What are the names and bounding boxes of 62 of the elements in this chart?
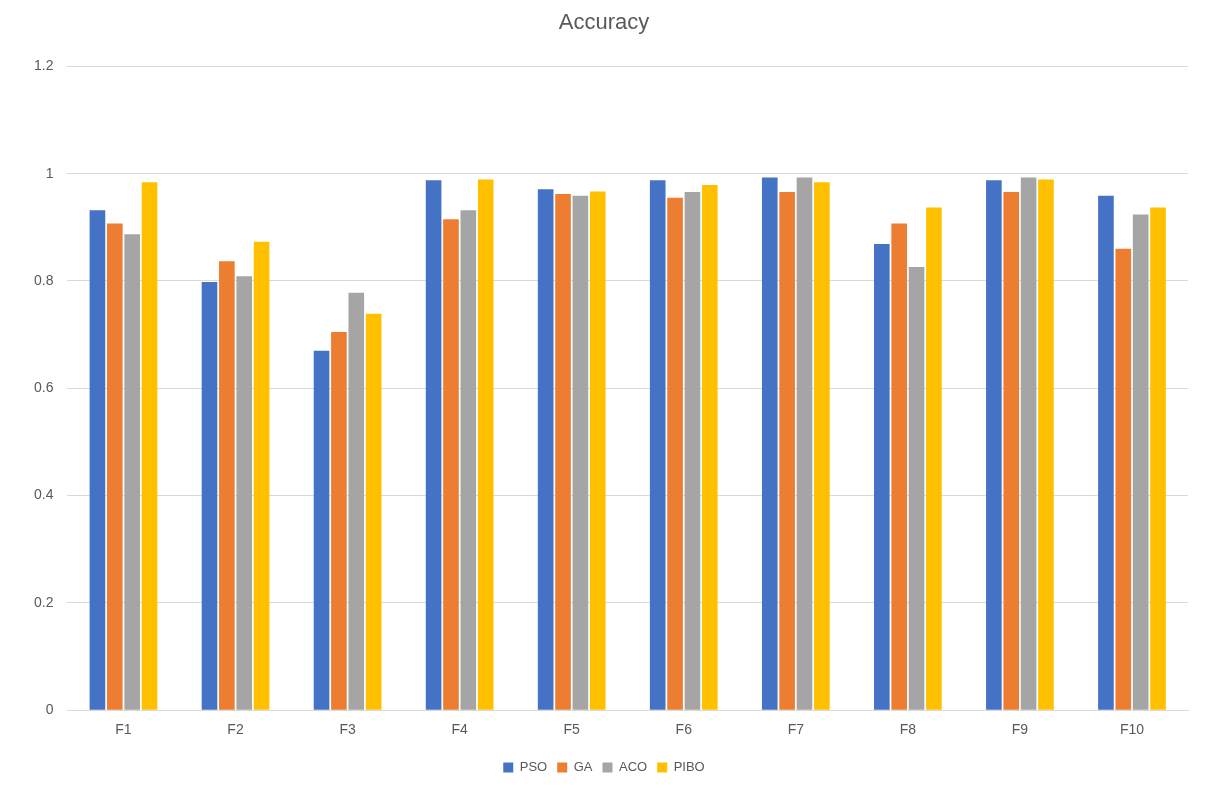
legend-label: GA	[573, 759, 593, 775]
bar	[649, 180, 666, 710]
x-tick-label: F9	[1011, 721, 1029, 738]
bar	[986, 180, 1002, 710]
x-tick-label: F6	[675, 721, 693, 738]
bar	[1150, 207, 1166, 710]
bar	[891, 223, 907, 710]
bar	[460, 210, 477, 710]
bar	[572, 195, 589, 710]
x-tick-label: F5	[563, 721, 581, 738]
bar	[761, 177, 778, 710]
bar	[348, 292, 365, 710]
chart-title: Accuracy	[558, 9, 650, 35]
bar	[365, 313, 382, 710]
bar	[236, 276, 253, 710]
bar	[926, 207, 942, 710]
bar	[201, 282, 218, 710]
bar	[814, 182, 830, 710]
bar	[331, 331, 347, 710]
bar	[667, 197, 683, 710]
bar	[589, 191, 606, 710]
bar	[477, 179, 494, 710]
bar	[313, 350, 330, 710]
y-tick-label: 0.4	[33, 486, 54, 503]
bar	[555, 194, 571, 710]
x-tick-label: F3	[339, 721, 356, 738]
bar	[443, 219, 459, 710]
x-tick-label: F7	[787, 721, 805, 738]
y-tick-label: 0.6	[33, 379, 54, 396]
legend-label: ACO	[619, 759, 648, 775]
legend-label: PSO	[519, 759, 548, 775]
x-tick-label: F8	[899, 721, 917, 738]
bar	[1020, 177, 1037, 710]
bar	[89, 210, 106, 710]
x-tick-label: F1	[115, 721, 132, 738]
bar	[219, 261, 235, 710]
y-tick-label: 1	[45, 164, 54, 181]
bar	[1115, 248, 1132, 710]
y-tick-label: 1.2	[33, 57, 54, 74]
y-tick-label: 0.2	[33, 593, 54, 610]
bar	[425, 180, 442, 710]
legend-label: PIBO	[673, 759, 705, 775]
y-tick-label: 0.8	[33, 271, 54, 288]
bar	[874, 243, 890, 710]
bar	[1003, 191, 1020, 710]
x-tick-label: F10	[1119, 721, 1145, 738]
bar	[537, 189, 554, 710]
y-tick-label: 0	[45, 701, 54, 718]
bar	[1098, 195, 1114, 710]
bar	[1038, 179, 1054, 710]
bar	[1132, 214, 1149, 710]
bar	[106, 223, 123, 710]
bar	[141, 182, 158, 710]
bar	[796, 177, 813, 710]
x-tick-label: F2	[227, 721, 244, 738]
bar	[702, 184, 718, 710]
bar	[124, 234, 140, 710]
bar	[253, 241, 270, 710]
x-tick-label: F4	[451, 721, 469, 738]
bar	[908, 267, 925, 710]
bar	[779, 191, 795, 710]
bar	[684, 191, 701, 710]
